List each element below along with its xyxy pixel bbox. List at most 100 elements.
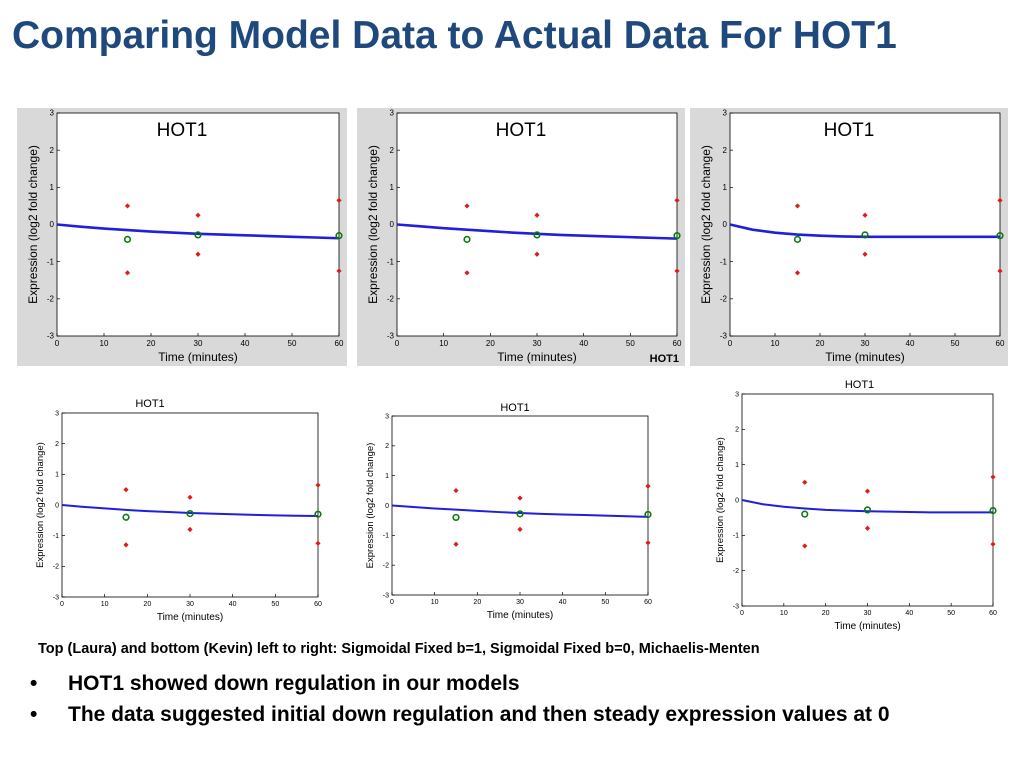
y-tick-label: -2 (720, 295, 728, 304)
y-tick-label: -3 (720, 332, 728, 341)
x-tick-label: 20 (486, 339, 495, 348)
replicate-point (802, 543, 808, 549)
chart-panel-laura-sigmoidal-b1: 0 10 20 30 40 50 60 -3 -2 -1 0 1 2 3 Time (minutes) Exp… (17, 108, 347, 366)
mean-point (122, 513, 130, 521)
x-tick-label: 20 (143, 601, 151, 608)
chart-panel-kevin-sigmoidal-b0: 0 10 20 30 40 50 60 -3 -2 -1 0 1 2 3 Time (minutes) Exp… (360, 398, 660, 623)
bullet-icon: • (30, 672, 38, 695)
model-line (391, 504, 649, 518)
y-tick-label: -1 (53, 533, 59, 540)
bullet-text: The data suggested initial down regulati… (68, 703, 890, 726)
y-tick-label: -1 (733, 533, 739, 540)
y-tick-label: -2 (53, 564, 59, 571)
replicate-point (315, 482, 321, 488)
mean-point (801, 510, 809, 518)
x-tick-label: 10 (780, 610, 788, 617)
chart-title: HOT1 (844, 379, 875, 391)
chart-title: HOT1 (823, 120, 875, 141)
y-tick-label: -2 (387, 295, 395, 304)
x-tick-label: 60 (996, 339, 1005, 348)
mean-point (186, 509, 194, 518)
x-tick-label: 50 (271, 601, 279, 608)
replicate-point (464, 270, 470, 276)
x-tick-label: 60 (989, 610, 997, 617)
chart-stamp: HOT1 (649, 353, 679, 365)
plot-area (729, 112, 1001, 337)
x-axis-label: Time (minutes) (157, 612, 223, 623)
replicate-point (453, 487, 459, 494)
x-tick-label: 40 (241, 339, 250, 348)
x-tick-label: 60 (673, 339, 682, 348)
mean-point (335, 232, 343, 240)
x-tick-label: 30 (533, 339, 542, 348)
mean-point (989, 507, 997, 515)
mean-point (673, 232, 681, 240)
replicate-point (990, 474, 996, 480)
model-line (729, 223, 1000, 239)
x-tick-label: 50 (626, 339, 635, 348)
x-tick-label: 30 (516, 599, 524, 606)
replicate-point (862, 212, 868, 218)
model-line (56, 223, 340, 240)
x-tick-label: 50 (947, 610, 955, 617)
x-tick-label: 20 (473, 599, 481, 606)
replicate-point (534, 212, 540, 218)
y-tick-label: 2 (385, 443, 389, 450)
x-tick-label: 30 (194, 339, 203, 348)
replicate-point (464, 203, 470, 209)
bullet-icon: • (30, 703, 38, 726)
mean-point (516, 510, 524, 518)
y-tick-label: -3 (47, 332, 55, 341)
replicate-point (195, 212, 201, 218)
y-axis-label: Expression (log2 fold change) (35, 442, 46, 568)
x-axis-label: Time (minutes) (825, 350, 905, 364)
y-tick-label: 1 (55, 472, 59, 479)
x-tick-label: 60 (644, 599, 652, 606)
model-line (741, 499, 993, 514)
mean-point (996, 232, 1004, 240)
x-tick-label: 40 (906, 339, 915, 348)
model-line (396, 223, 678, 240)
y-tick-label: 2 (390, 146, 395, 155)
replicate-point (864, 525, 871, 531)
x-tick-label: 50 (951, 339, 960, 348)
y-tick-label: 1 (50, 183, 55, 192)
y-tick-label: 0 (55, 502, 59, 509)
x-tick-label: 40 (559, 599, 567, 606)
y-tick-label: 2 (50, 146, 55, 155)
replicate-point (336, 197, 342, 203)
y-tick-label: 0 (390, 220, 395, 229)
x-tick-label: 10 (439, 339, 448, 348)
y-tick-label: -2 (383, 563, 389, 570)
x-tick-label: 40 (229, 601, 237, 608)
chart-title: HOT1 (495, 120, 547, 141)
x-tick-label: 10 (101, 601, 109, 608)
mean-point (194, 231, 202, 239)
y-tick-label: 3 (735, 391, 739, 398)
mean-point (533, 231, 541, 239)
y-tick-label: -3 (733, 603, 739, 610)
y-tick-label: 3 (385, 413, 389, 420)
y-tick-label: 0 (723, 220, 728, 229)
figure-caption: Top (Laura) and bottom (Kevin) left to r… (38, 641, 760, 657)
x-tick-label: 20 (816, 339, 825, 348)
y-tick-label: -1 (387, 257, 395, 266)
chart-svg: 0 10 20 30 40 50 60 -3 -2 -1 0 1 2 3 Time (minutes) Exp… (26, 109, 344, 364)
y-tick-label: 1 (390, 183, 395, 192)
y-tick-label: 1 (385, 473, 389, 480)
x-tick-label: 40 (905, 610, 913, 617)
y-tick-label: -3 (53, 594, 59, 601)
x-tick-label: 10 (100, 339, 109, 348)
y-tick-label: -3 (383, 592, 389, 599)
x-tick-label: 0 (728, 339, 733, 348)
y-tick-label: 0 (50, 220, 55, 229)
x-tick-label: 20 (822, 610, 830, 617)
chart-svg: 0 10 20 30 40 50 60 -3 -2 -1 0 1 2 3 Time (minutes) Exp… (699, 109, 1005, 364)
mean-point (863, 506, 872, 514)
chart-panel-laura-michaelis-menten: 0 10 20 30 40 50 60 -3 -2 -1 0 1 2 3 Time (minutes) Exp… (690, 108, 1008, 366)
replicate-point (195, 251, 201, 257)
chart-panel-laura-sigmoidal-b0: 0 10 20 30 40 50 60 -3 -2 -1 0 1 2 3 Time (minutes) Exp… (357, 108, 685, 366)
x-tick-label: 20 (147, 339, 156, 348)
bullet-list: • HOT1 showed down regulation in our mode… (30, 671, 990, 733)
plot-area (391, 415, 649, 596)
